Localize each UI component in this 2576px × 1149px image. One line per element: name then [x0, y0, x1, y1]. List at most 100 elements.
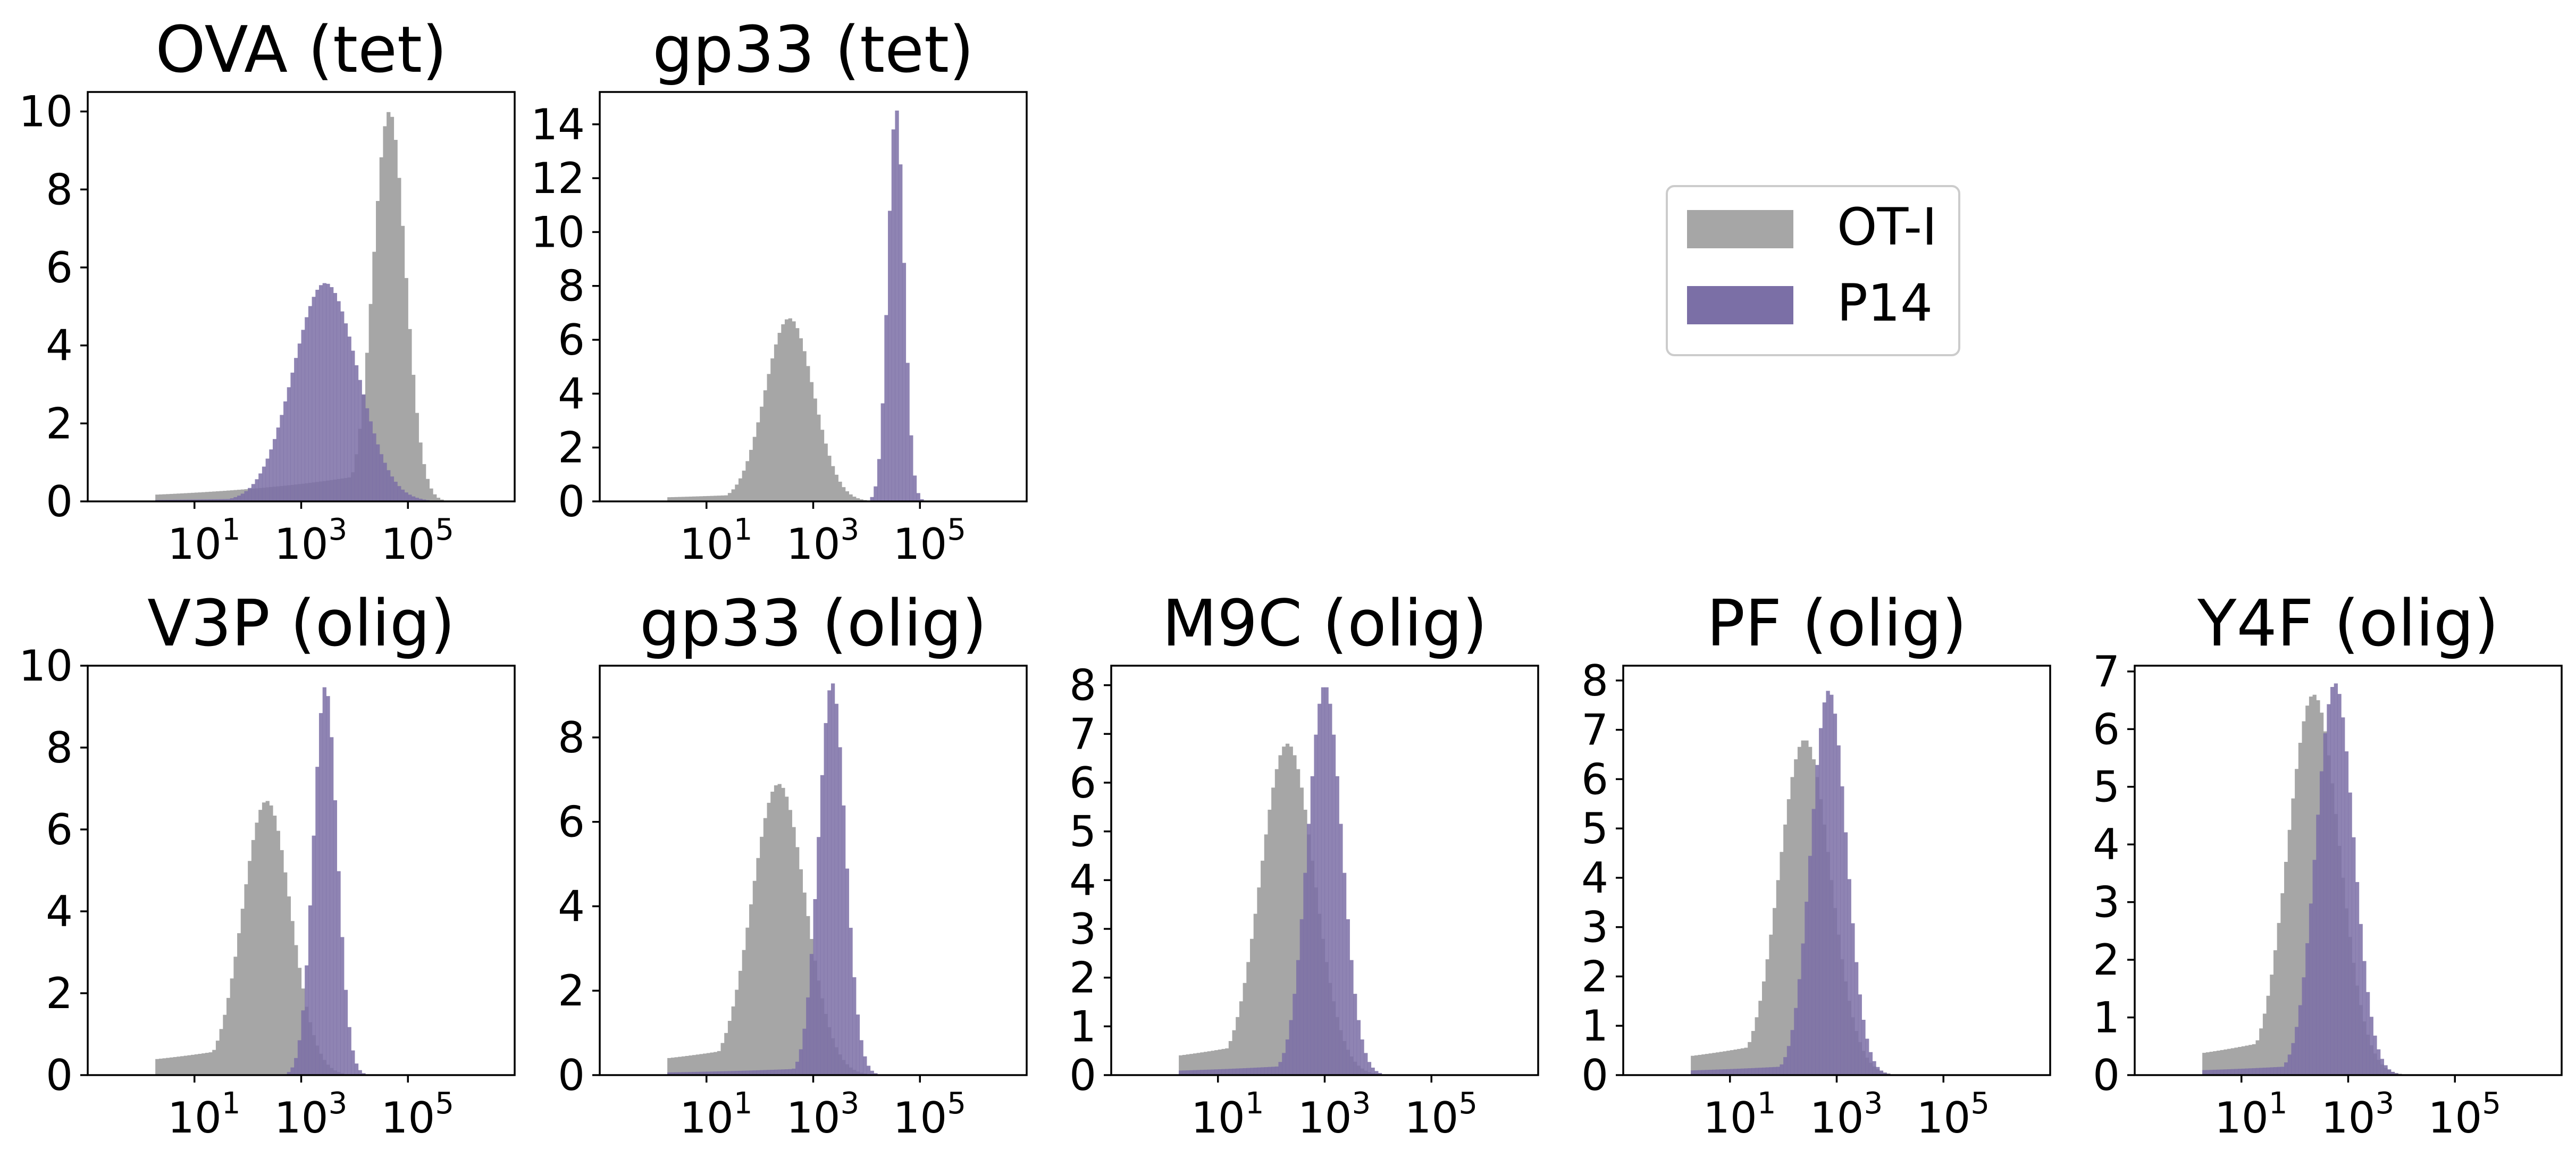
y-tick-label: 4 — [1581, 853, 1608, 903]
histogram-bar — [1221, 1069, 1226, 1075]
histogram-bar — [685, 1055, 689, 1075]
histogram-bar — [205, 492, 209, 501]
y-tick-label: 6 — [1069, 758, 1096, 808]
histogram-bar — [845, 868, 850, 1075]
histogram-bar — [1342, 873, 1347, 1075]
histogram-bar — [208, 491, 213, 501]
histogram-bar — [1182, 1070, 1187, 1075]
histogram-bar — [1214, 1069, 1219, 1075]
histogram-bar — [1179, 1055, 1183, 1075]
histogram-bar — [287, 1072, 291, 1075]
x-tick-label: 105 — [893, 1086, 966, 1143]
histogram-bar — [845, 491, 850, 501]
histogram-bar — [244, 884, 248, 1075]
histogram-bar — [1748, 1068, 1752, 1075]
histogram-bar — [2323, 733, 2327, 1075]
histogram-bar — [827, 690, 832, 1075]
histogram-bar — [1769, 1067, 1773, 1075]
histogram-bar — [2330, 687, 2335, 1075]
histogram-bar — [802, 892, 807, 1075]
y-tick-label: 5 — [1069, 807, 1096, 857]
histogram-bar — [1203, 1069, 1208, 1075]
histogram-bar — [795, 847, 800, 1075]
panel-title: PF (olig) — [1707, 587, 1967, 661]
x-tick-label: 105 — [381, 513, 454, 569]
histogram-bar — [418, 499, 423, 501]
histogram-bar — [326, 696, 330, 1075]
histogram-bar — [198, 492, 202, 501]
histogram-bar — [888, 211, 892, 502]
histogram-bar — [2298, 1005, 2303, 1075]
x-tick-label: 105 — [893, 513, 966, 569]
histogram-bar — [2277, 1067, 2281, 1075]
histogram-bar — [1712, 1053, 1716, 1075]
histogram-bar — [1740, 1048, 1745, 1075]
histogram-bar — [2262, 1068, 2267, 1075]
histogram-bar — [219, 491, 223, 501]
histogram-bar — [230, 490, 234, 501]
histogram-bar — [678, 497, 682, 501]
histogram-bar — [1239, 1001, 1244, 1075]
histogram-bar — [720, 495, 725, 501]
histogram-bar — [1196, 1053, 1201, 1075]
histogram-bar — [727, 1020, 732, 1075]
y-tick-label: 6 — [1581, 754, 1608, 804]
histogram-bar — [788, 318, 792, 501]
histogram-bar — [1765, 959, 1769, 1075]
histogram-bar — [745, 461, 750, 501]
histogram-bar — [2287, 1054, 2292, 1075]
histogram-bar — [212, 1050, 216, 1075]
histogram-bar — [1715, 1069, 1720, 1075]
histogram-bar — [390, 476, 395, 501]
histogram-bar — [237, 496, 241, 501]
y-tick-label: 10 — [531, 207, 585, 257]
histogram-bar — [433, 494, 437, 501]
histogram-bar — [731, 489, 735, 501]
histogram-bar — [2262, 1013, 2267, 1075]
histogram-bar — [809, 954, 814, 1075]
histogram-bar — [1701, 1054, 1706, 1075]
histogram-bar — [1374, 1071, 1379, 1075]
histogram-bar — [1318, 703, 1322, 1075]
histogram-bar — [834, 703, 838, 1075]
histogram-bar — [1278, 755, 1282, 1075]
histogram-bar — [760, 1070, 764, 1075]
histogram-bar — [1218, 1049, 1222, 1075]
histogram-bar — [1253, 913, 1257, 1075]
histogram-bar — [155, 494, 160, 501]
histogram-bar — [735, 484, 739, 501]
histogram-bar — [1268, 1067, 1272, 1075]
histogram-bar — [802, 1028, 807, 1075]
histogram-bar — [1221, 1049, 1226, 1075]
histogram-bar — [1214, 1050, 1219, 1075]
histogram-bar — [2390, 1071, 2395, 1075]
histogram-bar — [169, 1057, 174, 1075]
histogram-bar — [1719, 1052, 1723, 1075]
histogram-bar — [749, 1070, 753, 1075]
histogram-bar — [749, 450, 753, 501]
histogram-bar — [2227, 1049, 2231, 1075]
histogram-bar — [899, 164, 903, 501]
y-tick-label: 7 — [1069, 709, 1096, 759]
histogram-bar — [2227, 1069, 2231, 1075]
histogram-bar — [874, 1073, 878, 1075]
histogram-bar — [1730, 1050, 1734, 1075]
histogram-bar — [226, 499, 231, 501]
histogram-bar — [2327, 704, 2331, 1075]
histogram-bar — [202, 492, 206, 501]
histogram-bar — [1755, 1017, 1759, 1075]
histogram-bar — [1811, 809, 1816, 1075]
y-tick-label: 2 — [558, 966, 585, 1016]
histogram-bar — [859, 499, 863, 501]
histogram-bar — [2337, 694, 2342, 1075]
histogram-bar — [1698, 1070, 1702, 1075]
y-tick-label: 2 — [46, 969, 73, 1018]
histogram-bar — [1723, 1051, 1727, 1075]
histogram-bar — [358, 1070, 362, 1075]
histogram-bar — [1883, 1072, 1887, 1075]
histogram-bar — [670, 1058, 675, 1075]
histogram-bar — [2380, 1059, 2385, 1075]
histogram-bar — [1790, 777, 1794, 1075]
